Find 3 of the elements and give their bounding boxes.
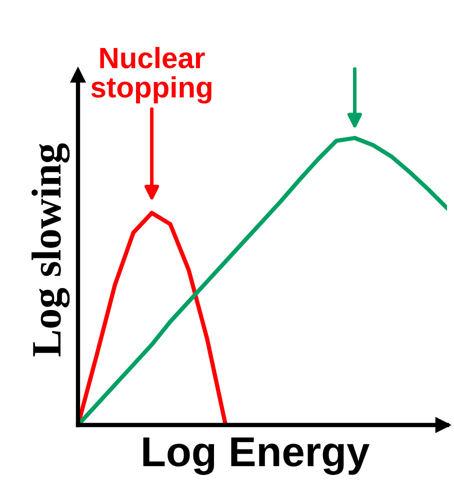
x-axis-title: Log Energy (143, 437, 370, 475)
text: Nuclear stopping (91, 46, 212, 104)
y-axis-title: Log slowing (32, 143, 70, 356)
